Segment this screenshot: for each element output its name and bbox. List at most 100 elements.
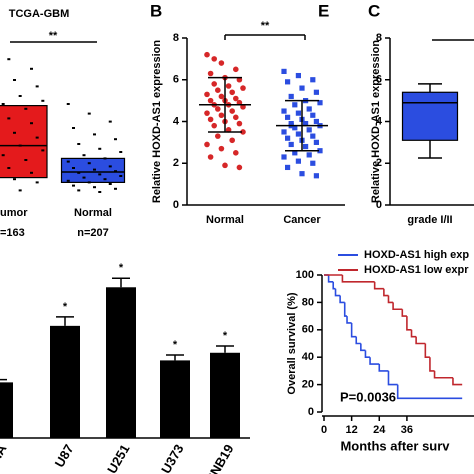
box bbox=[401, 91, 459, 141]
point bbox=[24, 107, 28, 110]
survival-step bbox=[415, 336, 426, 345]
point bbox=[93, 168, 96, 171]
point bbox=[41, 149, 45, 152]
point bbox=[114, 138, 117, 141]
point bbox=[233, 95, 239, 102]
point bbox=[13, 178, 16, 181]
category-note: n=207 bbox=[77, 227, 109, 239]
point bbox=[66, 179, 70, 182]
point bbox=[119, 151, 123, 153]
point bbox=[211, 56, 217, 62]
survival-step bbox=[346, 316, 352, 324]
survival-step bbox=[334, 288, 341, 297]
point bbox=[103, 178, 107, 181]
point bbox=[35, 85, 39, 88]
survival-step bbox=[387, 295, 394, 304]
point bbox=[30, 122, 33, 125]
point bbox=[303, 120, 309, 127]
survival-step bbox=[429, 357, 435, 372]
point bbox=[204, 141, 210, 148]
point bbox=[207, 70, 214, 77]
x-tick-label: HA bbox=[0, 441, 10, 465]
point bbox=[18, 95, 22, 97]
x-tick-label: umor bbox=[0, 207, 28, 219]
survival-step bbox=[396, 384, 463, 400]
point bbox=[288, 141, 294, 148]
point bbox=[281, 108, 287, 114]
point bbox=[35, 136, 39, 139]
significance: * bbox=[63, 301, 68, 313]
y-axis-label: Relative HOXD-AS1 expression bbox=[151, 40, 163, 204]
point bbox=[306, 127, 312, 133]
point bbox=[236, 164, 243, 171]
point bbox=[292, 102, 298, 108]
x-tick-label: grade I/II bbox=[407, 214, 452, 226]
point bbox=[204, 110, 210, 116]
point bbox=[295, 131, 301, 137]
point bbox=[292, 125, 298, 131]
point bbox=[317, 148, 323, 154]
point bbox=[7, 58, 11, 61]
y-tick-label: 8 bbox=[376, 32, 382, 44]
point bbox=[225, 83, 232, 89]
x-tick-label: 24 bbox=[373, 424, 386, 436]
point bbox=[306, 106, 312, 112]
point bbox=[82, 176, 86, 179]
x-tick-label: U251 bbox=[104, 442, 133, 474]
point bbox=[108, 183, 112, 185]
y-tick-label: 80 bbox=[302, 296, 314, 308]
y-tick-label: 2 bbox=[376, 157, 382, 169]
x-tick-label: Cancer bbox=[283, 214, 321, 226]
point bbox=[310, 112, 316, 118]
point bbox=[114, 187, 117, 190]
point bbox=[7, 167, 11, 169]
point bbox=[229, 89, 235, 96]
survival-step bbox=[401, 309, 407, 317]
y-tick-label: 2 bbox=[173, 157, 179, 169]
x-tick-label: SNB19 bbox=[203, 442, 237, 474]
point bbox=[72, 127, 75, 129]
point bbox=[204, 91, 210, 98]
y-axis-label: Overall survival (%) bbox=[286, 292, 298, 394]
point bbox=[30, 67, 33, 70]
survival-step bbox=[383, 288, 389, 297]
x-tick-label: U373 bbox=[158, 442, 187, 474]
point bbox=[13, 79, 16, 81]
survival-step bbox=[355, 336, 361, 345]
point bbox=[313, 89, 319, 95]
point bbox=[211, 122, 217, 129]
survival-step bbox=[373, 281, 384, 290]
y-tick-label: 100 bbox=[296, 269, 314, 281]
point bbox=[240, 85, 246, 91]
point bbox=[93, 186, 96, 189]
y-tick-label: 6 bbox=[376, 74, 382, 86]
point bbox=[108, 120, 112, 123]
point bbox=[18, 189, 22, 192]
point bbox=[295, 72, 301, 79]
panel-label: C bbox=[368, 1, 380, 20]
point bbox=[87, 181, 91, 184]
survival-step bbox=[392, 302, 403, 311]
point bbox=[288, 93, 294, 100]
y-tick-label: 20 bbox=[302, 379, 314, 391]
panel-label: B bbox=[150, 1, 162, 20]
category-note: =163 bbox=[0, 227, 25, 239]
point bbox=[204, 51, 210, 58]
survival-step bbox=[387, 370, 398, 386]
point bbox=[87, 162, 91, 165]
point bbox=[281, 68, 287, 74]
point bbox=[18, 144, 22, 147]
point bbox=[211, 81, 217, 87]
survival-step bbox=[332, 281, 336, 290]
box bbox=[0, 104, 48, 179]
y-tick-label: 40 bbox=[302, 351, 314, 363]
point bbox=[295, 110, 301, 116]
point bbox=[215, 133, 221, 139]
point bbox=[35, 181, 39, 184]
point bbox=[77, 143, 81, 145]
panel-label: E bbox=[318, 1, 329, 20]
point bbox=[218, 112, 225, 119]
point bbox=[98, 147, 102, 150]
y-axis-label: Relative HOXD-AS1 expression bbox=[370, 40, 382, 204]
